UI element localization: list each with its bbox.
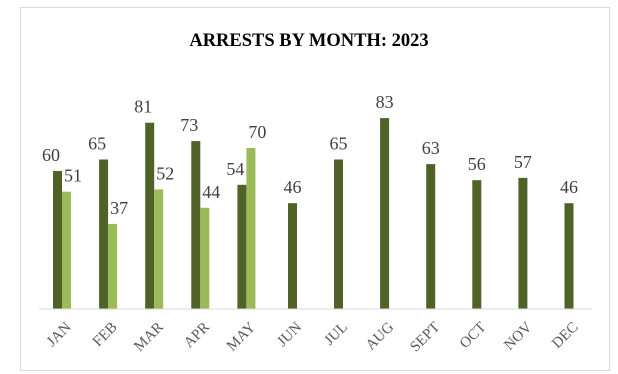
x-tick-apr: APR <box>181 319 213 351</box>
x-tick-dec: DEC <box>549 319 582 352</box>
bars-group <box>53 118 574 309</box>
bar-sept-s1 <box>426 164 435 309</box>
value-label-may-s1: 54 <box>226 159 244 179</box>
bar-may-s1 <box>237 185 246 309</box>
bar-may-s2 <box>246 148 255 309</box>
bar-mar-s2 <box>154 189 163 309</box>
value-label-feb-s2: 37 <box>110 198 128 218</box>
x-tick-sept: SEPT <box>407 319 443 355</box>
bar-mar-s1 <box>145 123 154 309</box>
x-tick-jun: JUN <box>274 319 305 350</box>
bar-jan-s1 <box>53 171 62 309</box>
x-tick-may: MAY <box>224 319 259 354</box>
x-tick-aug: AUG <box>363 319 397 353</box>
bar-jan-s2 <box>62 192 71 309</box>
value-label-nov-s1: 57 <box>514 152 532 172</box>
value-label-may-s2: 70 <box>248 122 266 142</box>
value-label-jan-s2: 51 <box>64 166 82 186</box>
bar-oct-s1 <box>472 180 481 309</box>
bar-feb-s1 <box>99 160 108 310</box>
value-label-apr-s2: 44 <box>202 182 220 202</box>
bar-nov-s1 <box>518 178 527 309</box>
value-label-jul-s1: 65 <box>330 134 348 154</box>
x-tick-labels-group: JAN FEB MAR APR MAY JUN JUL AUG SEPT OCT NOV DEC <box>44 319 582 355</box>
x-tick-jan: JAN <box>44 319 75 350</box>
x-tick-feb: FEB <box>90 319 121 350</box>
value-label-apr-s1: 73 <box>180 115 198 135</box>
bar-feb-s2 <box>108 224 117 309</box>
bar-apr-s1 <box>191 141 200 309</box>
value-label-mar-s1: 81 <box>134 97 152 117</box>
value-label-jan-s1: 60 <box>42 145 60 165</box>
value-label-jun-s1: 46 <box>284 177 302 197</box>
value-label-aug-s1: 83 <box>376 92 394 112</box>
bar-aug-s1 <box>380 118 389 309</box>
bar-apr-s2 <box>200 208 209 309</box>
x-tick-nov: NOV <box>501 319 535 353</box>
bar-jul-s1 <box>334 160 343 310</box>
value-label-feb-s1: 65 <box>88 134 106 154</box>
value-label-mar-s2: 52 <box>156 163 174 183</box>
x-tick-oct: OCT <box>457 319 490 352</box>
x-tick-jul: JUL <box>322 319 352 349</box>
value-label-oct-s1: 56 <box>468 154 486 174</box>
bar-dec-s1 <box>565 203 574 309</box>
x-tick-mar: MAR <box>131 319 166 354</box>
bar-jun-s1 <box>288 203 297 309</box>
value-label-dec-s1: 46 <box>560 177 578 197</box>
value-label-sept-s1: 63 <box>422 138 440 158</box>
